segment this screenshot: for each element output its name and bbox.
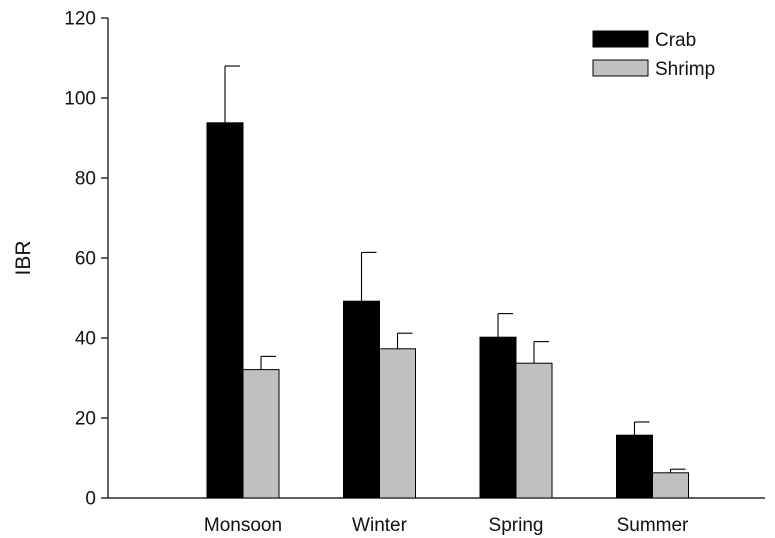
bar-crab-spring	[479, 336, 517, 499]
y-ticks: 0 20 40 60 80 100 120	[64, 9, 108, 510]
legend-label-crab: Crab	[655, 30, 696, 51]
y-tick-label: 60	[75, 249, 96, 270]
category-labels: Monsoon Winter Spring Summer	[204, 515, 689, 536]
category-label-monsoon: Monsoon	[204, 515, 282, 536]
legend: Crab Shrimp	[592, 30, 715, 80]
category-label-summer: Summer	[617, 515, 689, 536]
bar-crab-winter	[343, 300, 380, 499]
bar-shrimp-winter	[379, 348, 416, 499]
y-tick-label: 0	[85, 489, 96, 510]
legend-label-shrimp: Shrimp	[655, 59, 715, 80]
legend-swatch-crab	[592, 30, 649, 48]
y-tick-label: 80	[75, 169, 96, 190]
bars	[206, 65, 689, 499]
category-label-spring: Spring	[489, 515, 544, 536]
y-tick-label: 20	[75, 409, 96, 430]
y-axis-title: IBR	[12, 240, 35, 275]
bar-shrimp-summer	[652, 472, 689, 499]
legend-swatch-shrimp	[592, 59, 649, 77]
y-tick-label: 100	[64, 89, 96, 110]
bar-crab-monsoon	[206, 122, 244, 499]
bar-shrimp-spring	[515, 362, 553, 499]
y-axis: 0 20 40 60 80 100 120	[64, 9, 109, 510]
y-tick-label: 120	[64, 9, 96, 30]
category-label-winter: Winter	[352, 515, 408, 536]
bar-shrimp-monsoon	[242, 369, 280, 499]
y-tick-label: 40	[75, 329, 96, 350]
bar-crab-summer	[616, 434, 653, 499]
